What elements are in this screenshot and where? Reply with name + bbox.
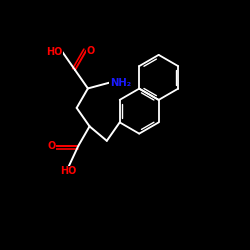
Text: HO: HO: [60, 166, 77, 176]
Text: HO: HO: [46, 46, 62, 56]
Text: O: O: [48, 141, 56, 151]
Text: NH₂: NH₂: [110, 78, 131, 88]
Text: O: O: [86, 46, 94, 56]
